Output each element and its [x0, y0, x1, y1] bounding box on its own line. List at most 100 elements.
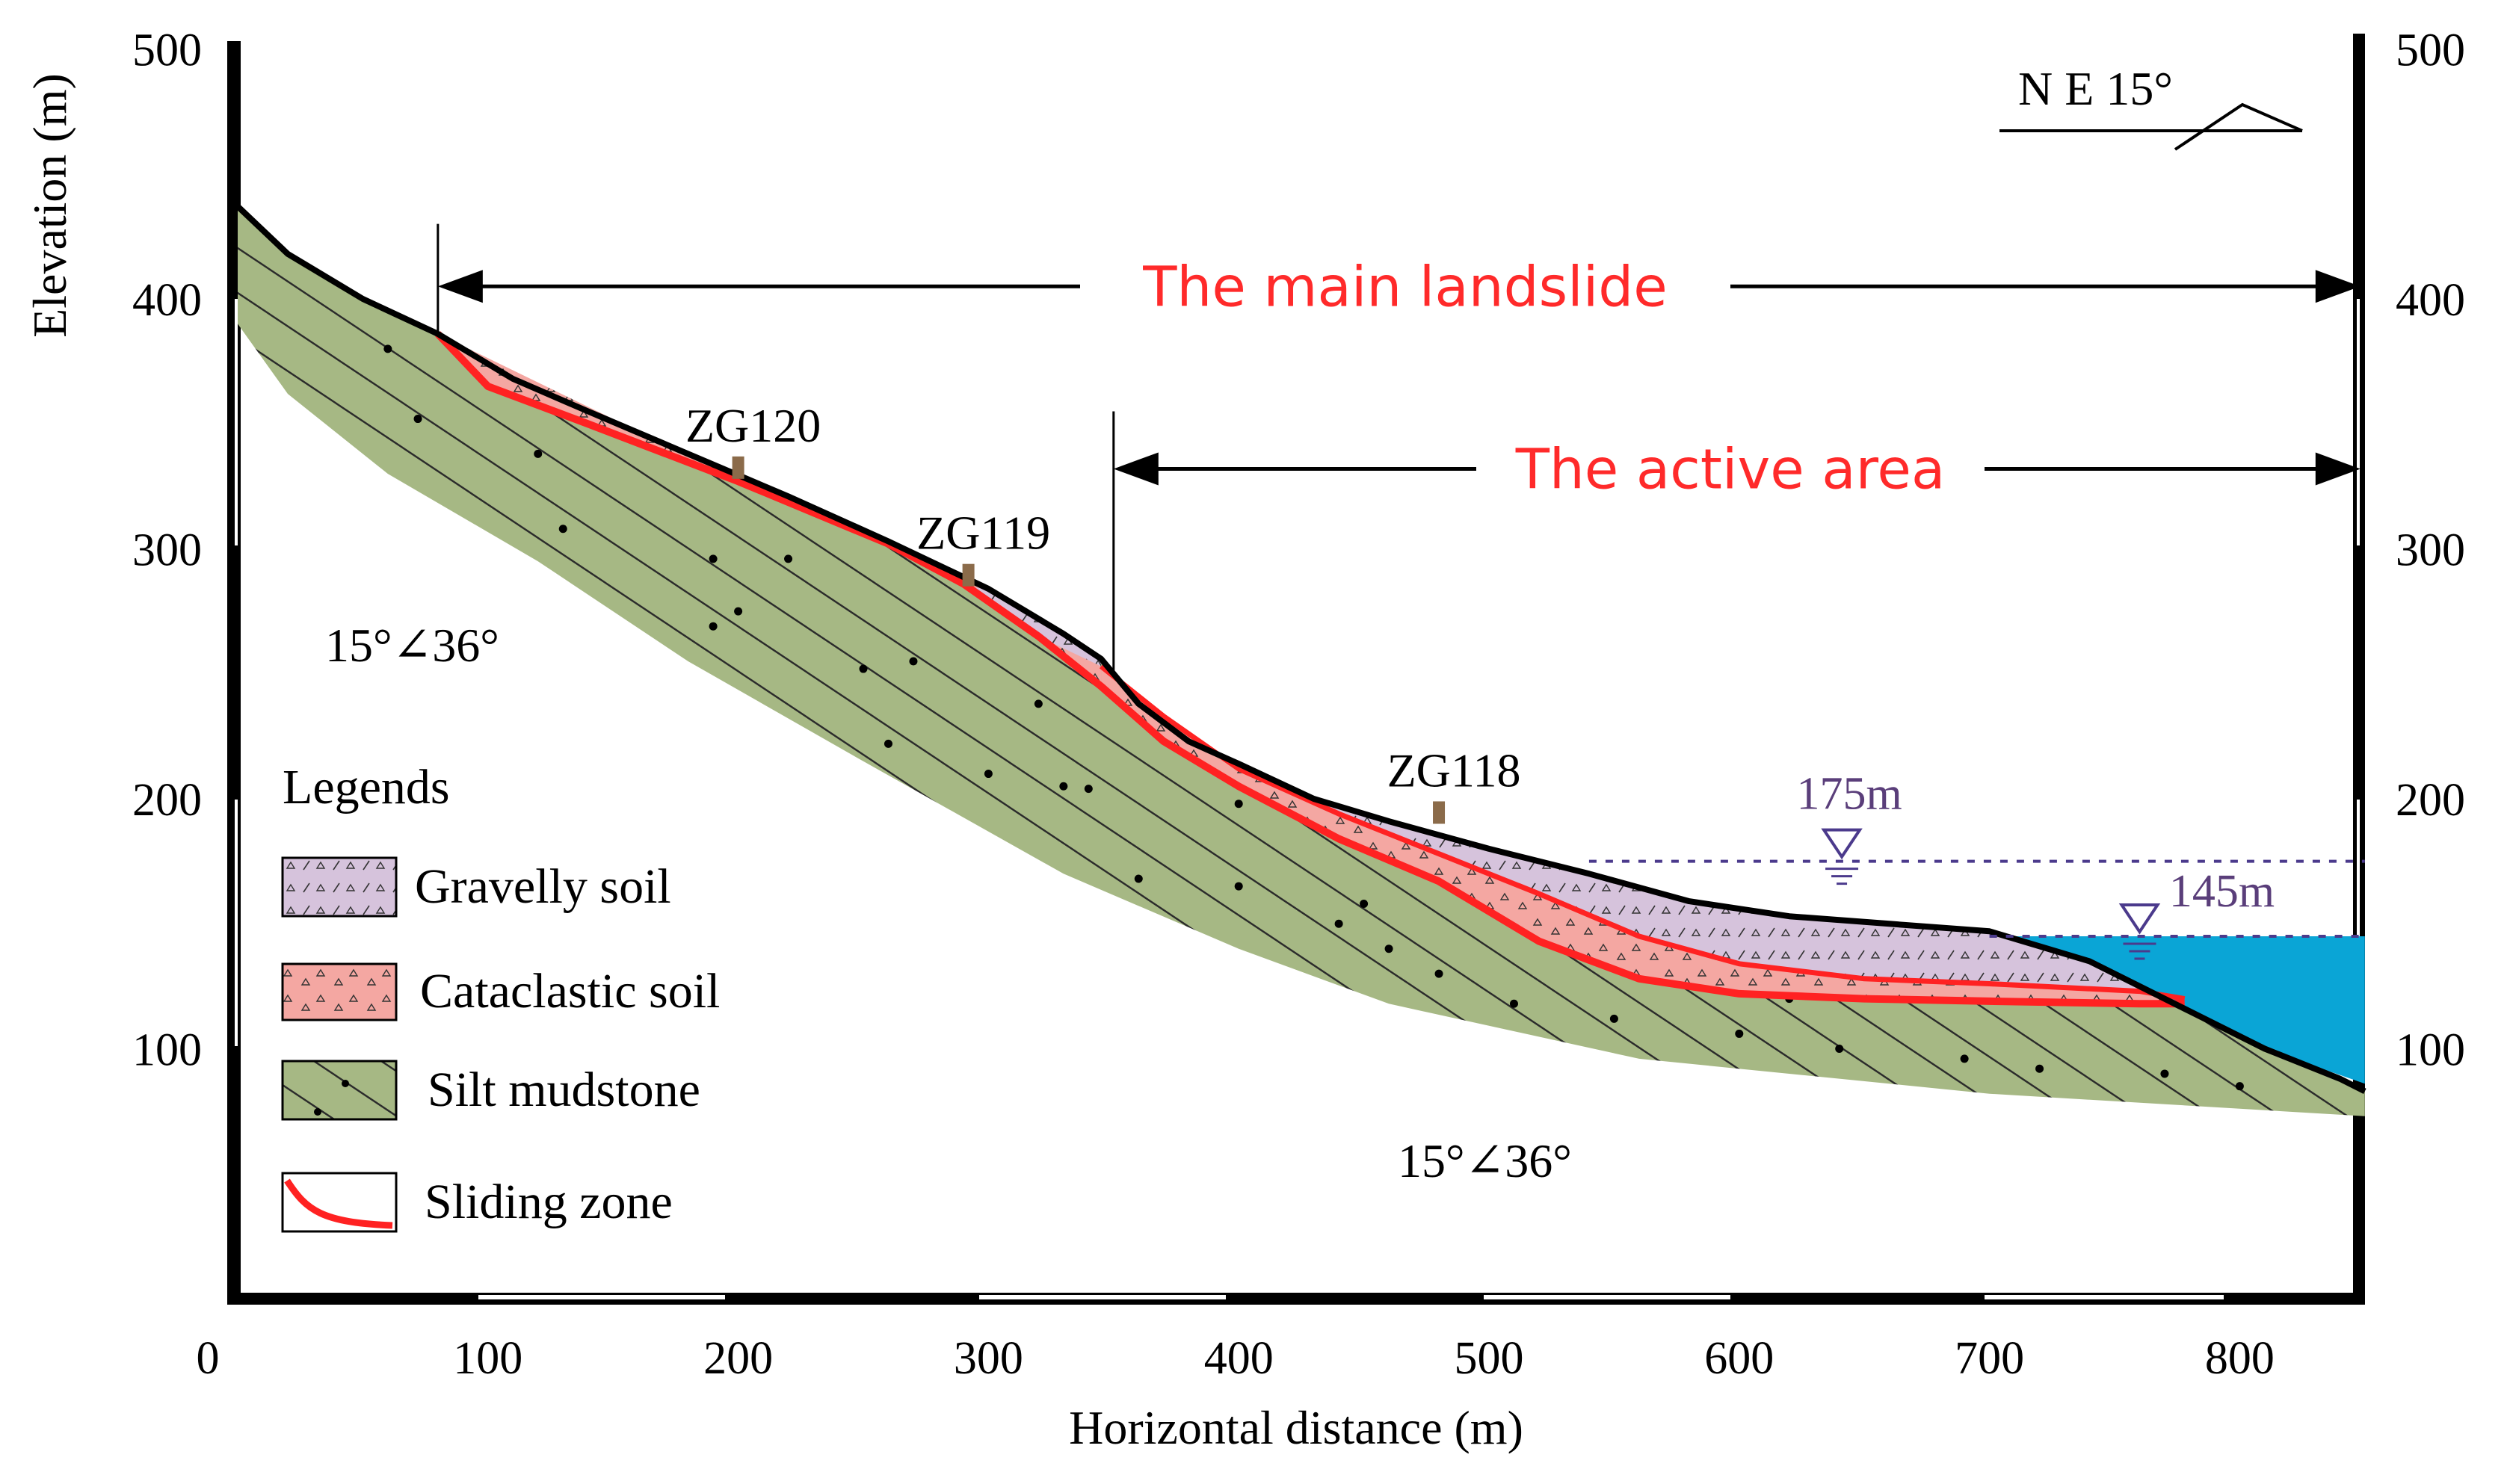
mudstone-dot [383, 344, 392, 353]
mudstone-dot [984, 770, 993, 779]
y-tick-label-right: 100 [2396, 1025, 2465, 1076]
y-tick-label-left: 300 [132, 525, 202, 576]
mudstone-dot [1334, 919, 1343, 928]
mudstone-dot [2160, 1069, 2169, 1078]
y-tick-labels-right: 100 200 300 400 500 [2396, 25, 2465, 1076]
y-tick-label-left: 100 [132, 1025, 202, 1076]
mudstone-dot [1134, 874, 1143, 883]
mudstone-dot [1434, 969, 1443, 978]
legend-label-mudstone: Silt mudstone [428, 1063, 700, 1117]
extent-arrows: The main landslide The active area [437, 223, 2361, 674]
y-axis-label: Elevation (m) [23, 73, 76, 338]
boreholes: ZG120 ZG119 ZG118 [685, 399, 1521, 824]
mudstone-dot [534, 449, 543, 458]
mudstone-dot [734, 607, 743, 616]
silt-mudstone-layer [238, 206, 2365, 1116]
gravelly-soil-lower [1239, 764, 2185, 999]
x-tick-label: 700 [1955, 1333, 2024, 1384]
borehole-label: ZG120 [685, 399, 821, 452]
borehole: ZG118 [1387, 743, 1521, 824]
ground-surface-line [235, 204, 2366, 1094]
mudstone-dot [859, 664, 868, 673]
legend-swatch-gravelly [281, 856, 398, 918]
y-tick-label-right: 200 [2396, 775, 2465, 826]
water-level-marker [2118, 903, 2161, 935]
x-tick-label: 600 [1704, 1333, 1774, 1384]
legend-label-gravelly: Gravelly soil [415, 859, 671, 914]
legend-swatch-cataclastic [281, 962, 398, 1021]
mudstone-dot [1234, 882, 1243, 891]
legend-title: Legends [283, 760, 450, 814]
legend-sliding-line [284, 1178, 393, 1229]
borehole-marker [1433, 801, 1446, 824]
borehole: ZG120 [685, 399, 821, 479]
span-label: The active area [1515, 437, 1946, 501]
legend-label-cataclastic: Cataclastic soil [420, 964, 720, 1018]
mudstone-dot [1059, 782, 1068, 791]
x-tick-label: 0 [197, 1333, 220, 1384]
mudstone-dot [1084, 785, 1093, 794]
mudstone-dot [1384, 944, 1393, 953]
mudstone-dot [1360, 899, 1369, 908]
mudstone-dot [1735, 1029, 1744, 1038]
legend-label-sliding: Sliding zone [425, 1175, 673, 1229]
water-level-label: 145m [2169, 866, 2275, 917]
x-tick-labels: 0 100 200 300 400 500 600 700 800 [197, 1333, 2275, 1384]
y-tick-label-right: 300 [2396, 525, 2465, 576]
borehole-label: ZG119 [916, 507, 1050, 560]
x-tick-label: 100 [453, 1333, 522, 1384]
y-tick-labels-left: 100 200 300 400 500 [132, 25, 202, 1076]
scale-bar-gaps [478, 1295, 2224, 1299]
dip-label-upper: 15°∠36° [325, 619, 499, 672]
span-arrow: The main landslide [437, 255, 2361, 319]
sliding-zone-line [435, 331, 2185, 1008]
water-level-marker [1821, 828, 1863, 860]
x-axis-label: Horizontal distance (m) [1069, 1401, 1523, 1454]
mudstone-dot [413, 415, 422, 424]
borehole: ZG119 [916, 507, 1050, 587]
axis-segment-gaps [235, 299, 2360, 1046]
x-tick-label: 500 [1455, 1333, 1524, 1384]
cataclastic-soil-upper [437, 333, 1102, 687]
mudstone-dot [1835, 1045, 1844, 1053]
borehole-marker [732, 456, 744, 479]
y-tick-label-left: 200 [132, 775, 202, 826]
mudstone-dot [1234, 800, 1243, 809]
legend: Legends Gravelly soil Cataclastic soil S… [281, 760, 720, 1233]
y-tick-label-left: 500 [132, 25, 202, 76]
dip-label-lower: 15°∠36° [1398, 1134, 1572, 1187]
orientation-label: N E 15° [2018, 62, 2173, 115]
y-tick-label-left: 400 [132, 275, 202, 326]
x-tick-label: 300 [954, 1333, 1023, 1384]
span-arrow: The active area [1113, 437, 2361, 501]
layer-boundaries [235, 204, 2366, 1094]
orientation-marker: N E 15° [1999, 62, 2303, 151]
borehole-marker [962, 563, 975, 587]
mudstone-dot [709, 554, 718, 563]
mudstone-dot [1960, 1054, 1969, 1063]
mudstone-dot [1609, 1014, 1618, 1023]
x-tick-label: 800 [2205, 1333, 2275, 1384]
borehole-label: ZG118 [1387, 743, 1521, 797]
y-tick-label-right: 500 [2396, 25, 2465, 76]
mudstone-dot [709, 622, 718, 631]
mudstone-dots [383, 344, 2244, 1091]
span-label: The main landslide [1142, 255, 1668, 319]
legend-swatch-mudstone [281, 1060, 398, 1121]
y-tick-label-right: 400 [2396, 275, 2465, 326]
mudstone-dot [884, 739, 892, 748]
water-level: 145m [1989, 866, 2365, 960]
x-tick-label: 200 [703, 1333, 773, 1384]
bottom-axis-bar [227, 1293, 2365, 1305]
mudstone-dot [909, 657, 918, 666]
water-level-label: 175m [1796, 769, 1902, 820]
mudstone-dot [1509, 999, 1518, 1008]
mudstone-dot [2235, 1082, 2244, 1091]
water-levels: 175m 145m [1588, 769, 2365, 960]
water-level: 175m [1588, 769, 2365, 885]
mudstone-dot [784, 554, 793, 563]
mudstone-dot [1034, 699, 1043, 708]
mudstone-dot [2035, 1064, 2044, 1073]
